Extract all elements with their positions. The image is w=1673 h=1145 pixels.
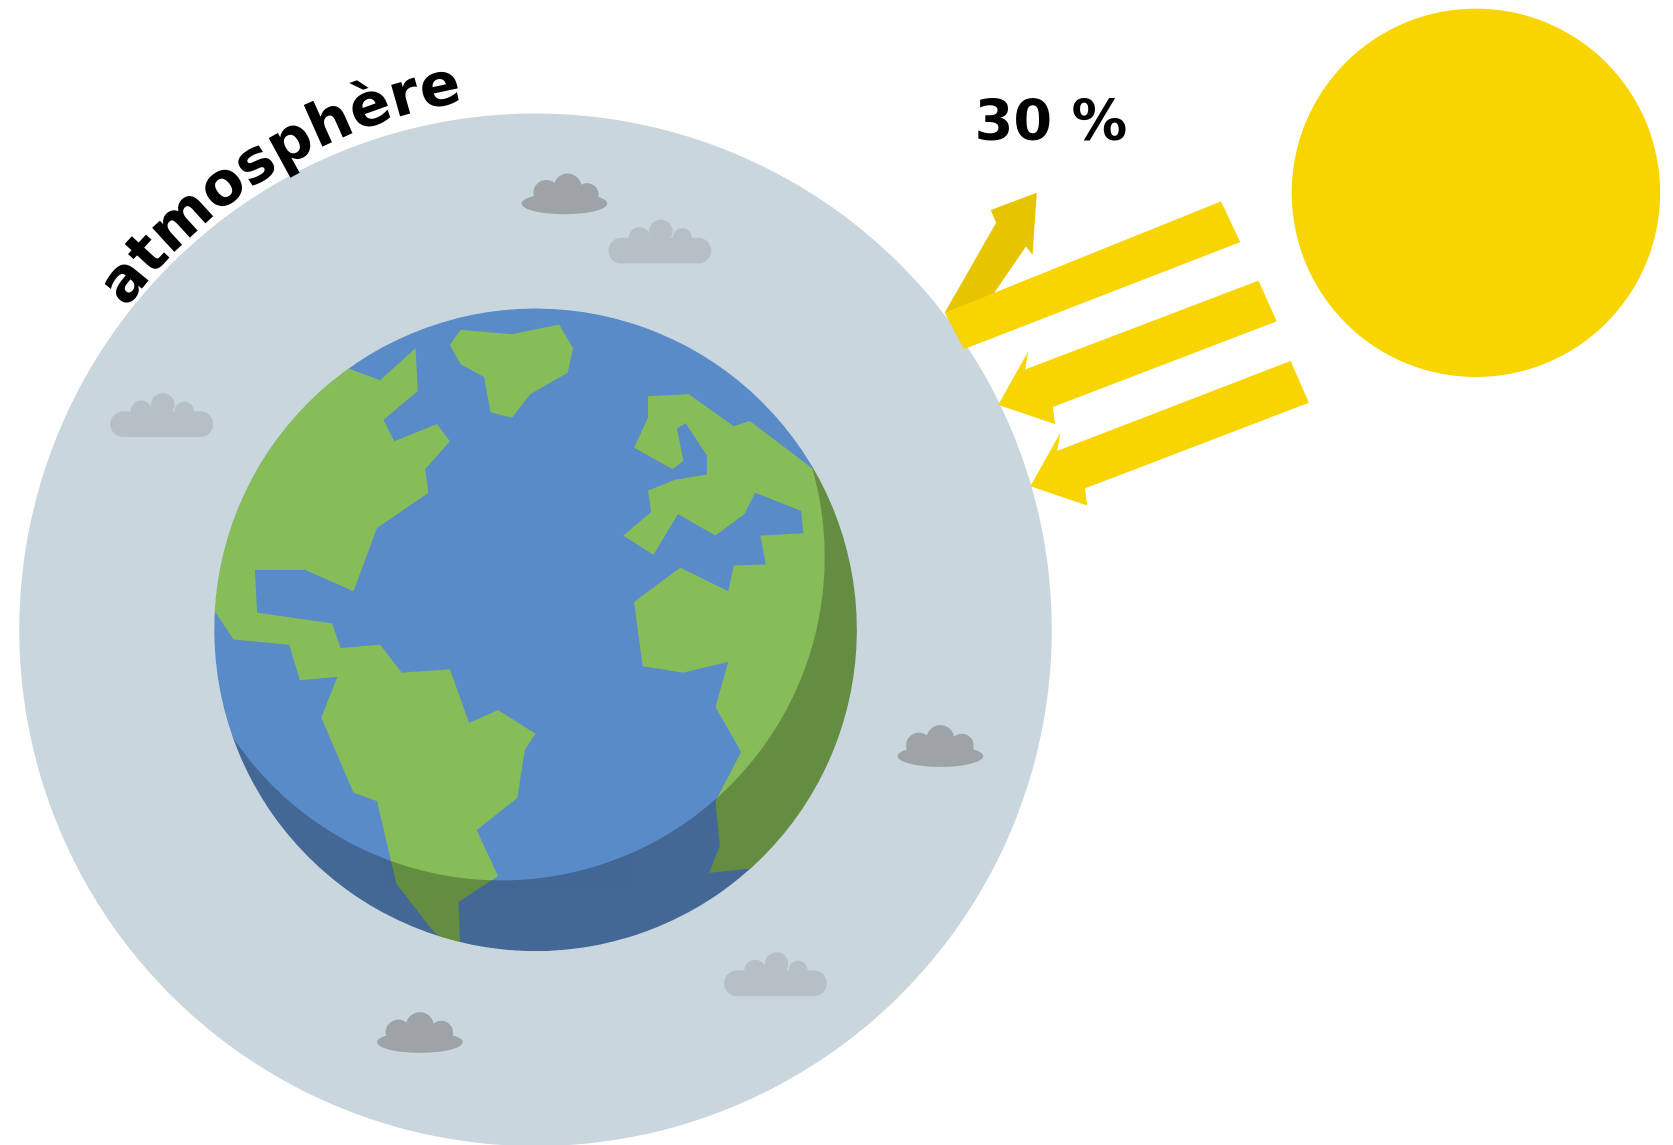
sun	[1291, 8, 1661, 378]
cloud	[110, 393, 214, 438]
incoming-ray	[1030, 360, 1309, 506]
cloud	[897, 725, 984, 767]
earth-shadow	[214, 308, 857, 952]
reflected-arrow	[944, 192, 1037, 322]
cloud	[608, 219, 712, 264]
cloud	[377, 1012, 463, 1053]
earth	[214, 308, 857, 952]
incoming-ray	[998, 280, 1277, 425]
incoming-ray	[944, 201, 1241, 350]
reflected-label: 30 %	[975, 88, 1128, 153]
clouds-light	[110, 219, 827, 997]
cloud	[521, 173, 608, 215]
continents	[214, 324, 857, 952]
cloud	[724, 952, 827, 997]
clouds	[377, 173, 984, 1053]
